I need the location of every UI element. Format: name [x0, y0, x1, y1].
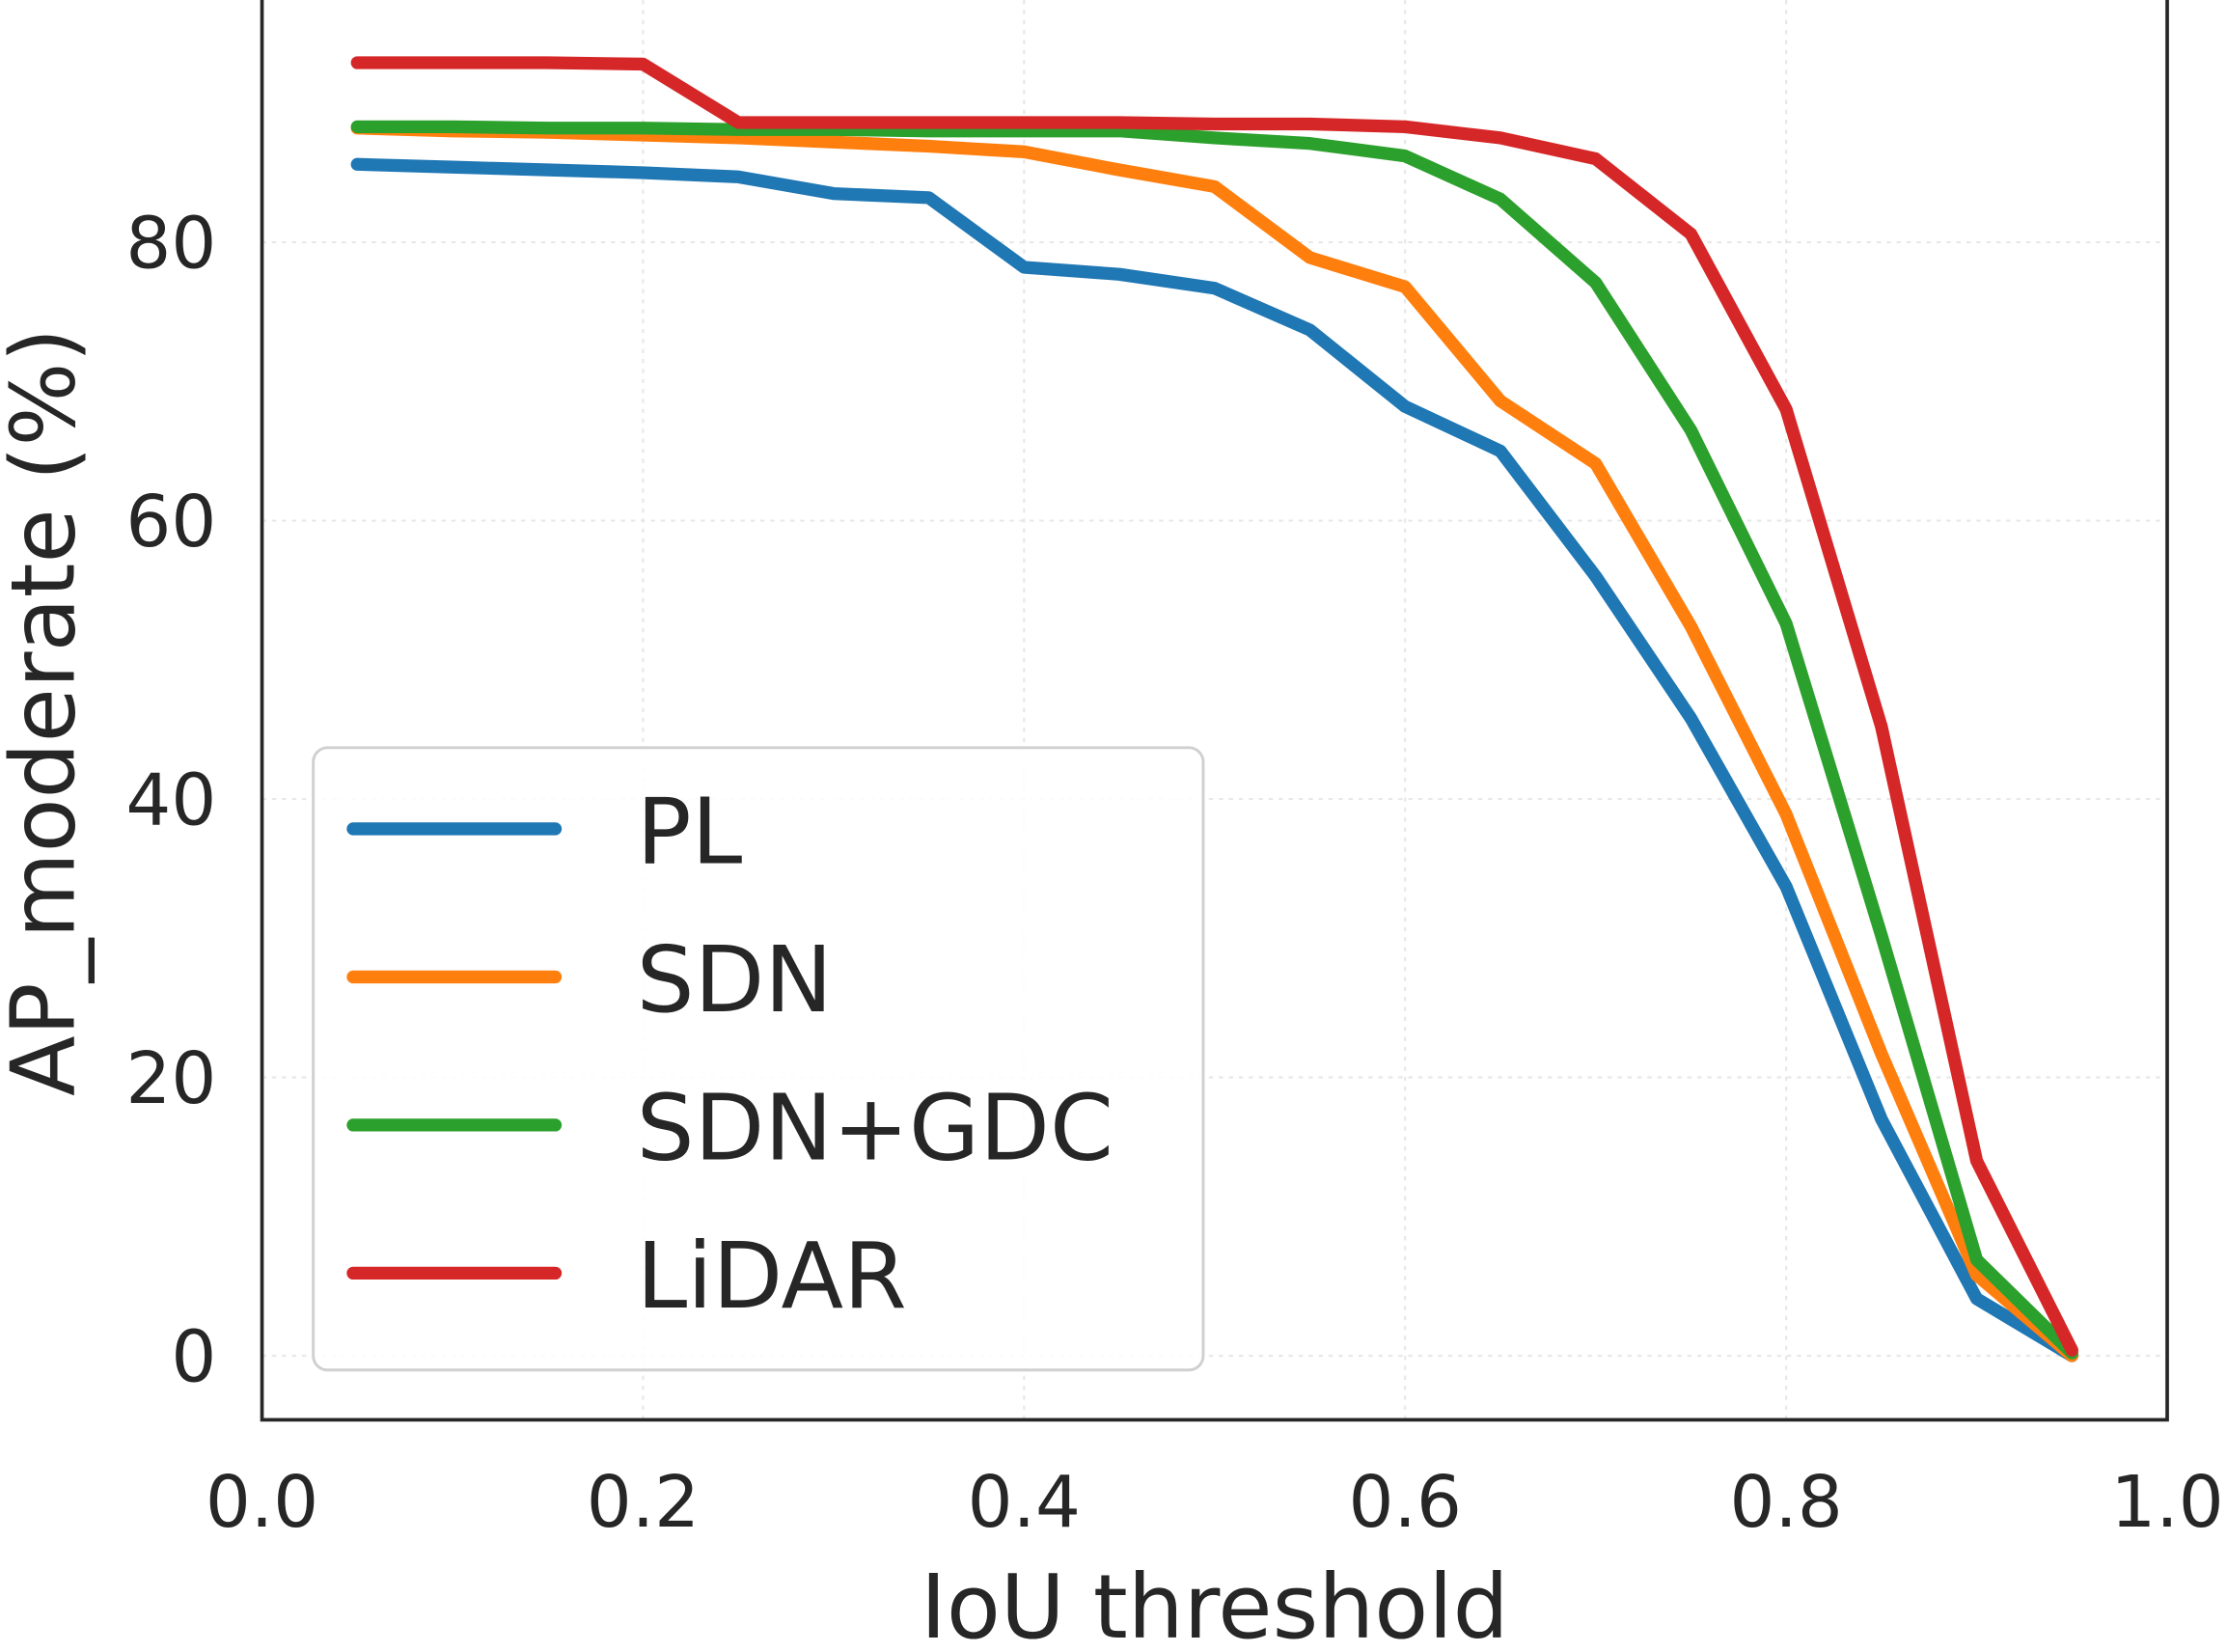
y-tick-label: 60 [125, 482, 216, 564]
legend-label: LiDAR [637, 1224, 907, 1330]
y-tick-label: 20 [125, 1038, 216, 1120]
y-tick-label: 80 [125, 204, 216, 286]
y-ticks: 0 20 40 60 80 [125, 204, 216, 1399]
plot-frame [260, 0, 2169, 1422]
x-tick-label: 1.0 [2110, 1462, 2223, 1544]
y-tick-label: 40 [125, 760, 216, 842]
x-axis-label: IoU threshold [921, 1556, 1509, 1652]
y-tick-label: 0 [171, 1317, 216, 1399]
legend-label: PL [637, 779, 743, 885]
series-lines [350, 56, 2078, 1363]
x-tick-label: 0.4 [968, 1462, 1081, 1544]
legend-label: SDN [637, 927, 833, 1033]
legend-label: SDN+GDC [637, 1075, 1114, 1181]
legend-box [312, 746, 1205, 1372]
x-tick-label: 0.6 [1349, 1462, 1462, 1544]
series-line-sdn [350, 122, 2078, 1363]
x-tick-label: 0.0 [206, 1462, 318, 1544]
series-line-lidar [350, 56, 2078, 1357]
y-axis-label: AP_moderate (%) [0, 328, 96, 1096]
series-line-sdn-gdc [350, 120, 2078, 1360]
x-tick-label: 0.2 [587, 1462, 700, 1544]
series-line-pl [350, 157, 2078, 1363]
x-tick-label: 0.8 [1729, 1462, 1842, 1544]
legend: PL SDN SDN+GDC LiDAR [312, 746, 1205, 1372]
x-ticks: 0.0 0.2 0.4 0.6 0.8 1.0 [206, 1462, 2224, 1544]
